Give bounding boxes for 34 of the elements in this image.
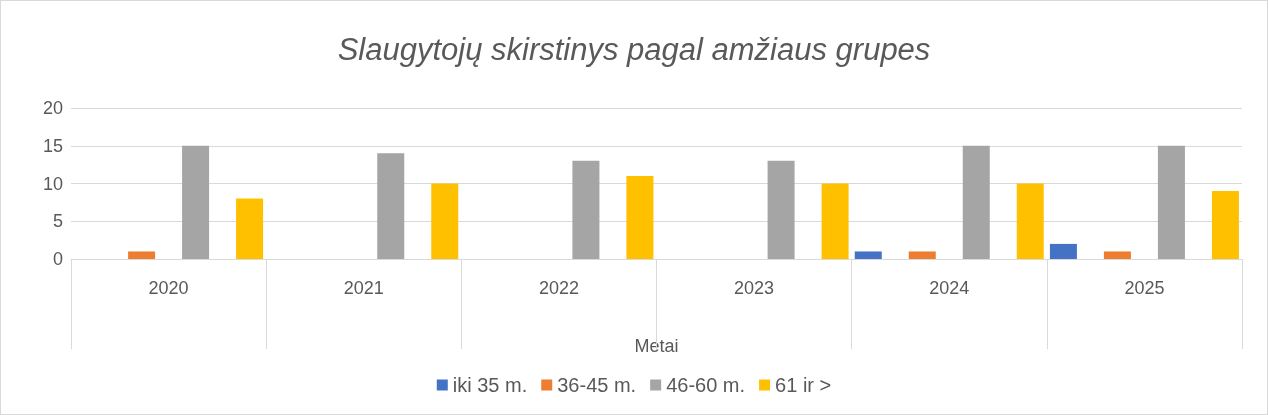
x-tick-label: 2025 — [1124, 278, 1165, 298]
x-tick-label: 2020 — [148, 278, 189, 298]
bar — [182, 145, 210, 259]
bar — [377, 153, 405, 259]
x-tick-label: 2023 — [734, 278, 775, 298]
bar — [572, 160, 600, 259]
bar — [626, 175, 654, 259]
bar — [1049, 243, 1077, 259]
bar — [821, 183, 849, 259]
bar — [962, 145, 990, 259]
bar — [767, 160, 795, 259]
bar — [128, 251, 156, 259]
bar — [236, 198, 264, 259]
legend-label: 36-45 m. — [557, 374, 637, 396]
y-tick-label: 5 — [52, 211, 63, 232]
y-tick-label: 20 — [42, 98, 63, 118]
bar — [1103, 251, 1131, 259]
legend-label: 46-60 m. — [666, 374, 746, 396]
legend-label: 61 ir > — [775, 374, 832, 396]
bar — [1211, 191, 1239, 259]
x-tick-label: 2022 — [538, 278, 579, 298]
y-tick-label: 0 — [52, 249, 63, 269]
bar — [1157, 145, 1185, 259]
bar — [854, 251, 882, 259]
x-tick-label: 2024 — [929, 278, 970, 298]
chart-title: Slaugytojų skirstinys pagal amžiaus grupes — [337, 32, 931, 67]
y-tick-label: 10 — [42, 173, 63, 194]
x-tick-label: 2021 — [343, 278, 384, 298]
bar — [431, 183, 459, 259]
bar — [908, 251, 936, 259]
bar — [1016, 183, 1044, 259]
legend-label: iki 35 m. — [452, 374, 528, 396]
y-tick-label: 15 — [42, 135, 63, 156]
x-axis-title: Metai — [634, 336, 679, 356]
